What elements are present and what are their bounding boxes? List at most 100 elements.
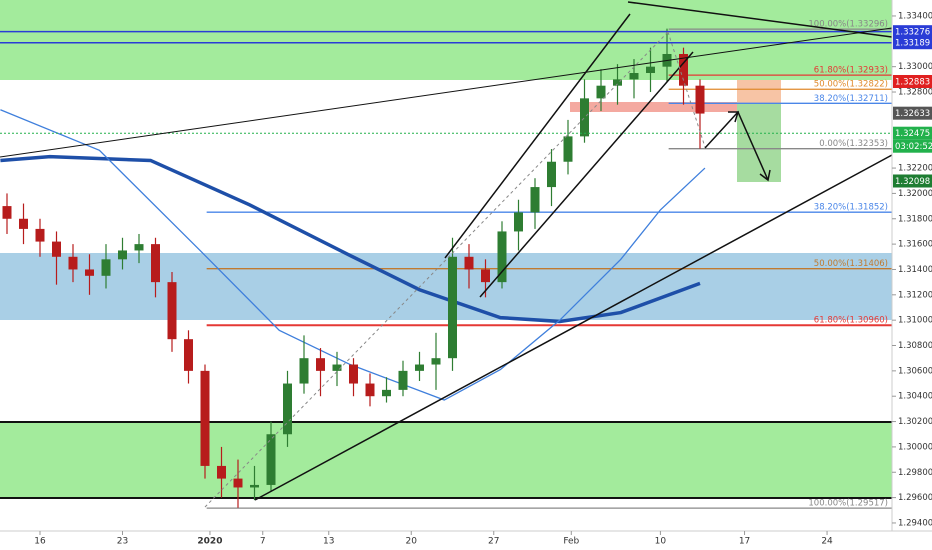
candle-body <box>464 256 474 270</box>
stop-box <box>737 80 781 104</box>
candle-body <box>315 358 325 371</box>
y-tick-label: 1.32800 <box>898 88 932 98</box>
fib-label: 0.00%(1.32353) <box>819 139 888 149</box>
candle-body <box>200 370 210 466</box>
candle-body <box>249 484 259 488</box>
candle-body <box>167 282 177 340</box>
candle-body <box>266 434 276 485</box>
candle-body <box>101 259 111 276</box>
candle-body <box>612 79 622 86</box>
y-tick-label: 1.30600 <box>898 366 932 376</box>
candle-body <box>150 244 160 283</box>
y-tick-label: 1.29600 <box>898 493 932 503</box>
target-box <box>737 104 781 182</box>
price-tag <box>893 74 932 88</box>
candle-body <box>365 383 375 397</box>
candle-body <box>695 85 705 114</box>
y-tick-label: 1.33400 <box>898 11 932 21</box>
candle-body <box>134 244 144 251</box>
candle-body <box>68 256 78 270</box>
countdown: 03:02:52 <box>895 142 932 152</box>
candle-body <box>18 218 28 229</box>
candle-body <box>183 339 193 371</box>
highlight-box <box>570 102 760 112</box>
x-tick-label: 23 <box>117 537 128 547</box>
candle-body <box>513 212 523 232</box>
candle-body <box>546 161 556 188</box>
price-tag-label: 1.32883 <box>895 77 930 87</box>
fib-connector <box>204 31 669 508</box>
y-tick-label: 1.30000 <box>898 442 932 452</box>
x-tick-label: 7 <box>260 537 266 547</box>
y-tick-label: 1.31800 <box>898 214 932 224</box>
y-tick-label: 1.31200 <box>898 290 932 300</box>
candle-body <box>332 364 342 371</box>
trend-line <box>0 27 893 158</box>
candle-body <box>530 187 540 213</box>
zone <box>0 0 892 80</box>
y-tick-label: 1.33000 <box>898 62 932 72</box>
candle-body <box>381 389 391 397</box>
channel-line <box>444 13 631 259</box>
candle-body <box>282 383 292 435</box>
x-tick-label: 2020 <box>197 537 222 547</box>
candle-body <box>414 364 424 371</box>
arrow-head <box>759 169 771 182</box>
candle-body <box>629 73 639 80</box>
zone <box>0 253 892 320</box>
moving-average <box>0 109 706 401</box>
x-tick-label: 16 <box>34 537 46 547</box>
price-tag-label: 1.32098 <box>895 177 930 187</box>
fib-label: 100.00%(1.33296) <box>808 20 888 30</box>
price-tag-label: 1.32633 <box>895 109 930 119</box>
candle-body <box>480 269 490 283</box>
candle-body <box>398 370 408 390</box>
price-axis <box>892 0 932 550</box>
x-tick-label: 17 <box>739 537 750 547</box>
candle-body <box>431 358 441 365</box>
candle-body <box>645 66 655 74</box>
candle-body <box>233 478 243 488</box>
channel-line <box>479 51 694 298</box>
plot: 100.00%(1.33296) 61.80%(1.32933) 50.00%(1.… <box>0 20 892 509</box>
price-tag-label: 1.33276 <box>895 28 930 38</box>
trend-line <box>627 1 893 38</box>
axes: 1.33400 1.33000 1.32800 1.32200 1.32000 1.318… <box>34 11 932 547</box>
price-tag <box>893 36 932 50</box>
fib-label: 50.00%(1.31406) <box>814 259 888 269</box>
price-tag-label: 1.32475 <box>895 129 930 139</box>
y-tick-label: 1.29800 <box>898 468 932 478</box>
fib-label: 100.00%(1.29517) <box>808 499 888 509</box>
x-tick-label: 24 <box>821 537 833 547</box>
candle-body <box>84 269 94 276</box>
y-tick-label: 1.29400 <box>898 518 932 528</box>
candle-body <box>447 256 457 359</box>
price-tag <box>893 25 932 39</box>
fib-label: 50.00%(1.32822) <box>814 80 888 90</box>
fib-label: 38.20%(1.31852) <box>814 203 888 213</box>
candle-body <box>348 364 358 384</box>
drawings <box>0 1 893 508</box>
y-tick-label: 1.32000 <box>898 189 932 199</box>
price-tag-label: 1.33189 <box>895 39 930 49</box>
y-tick-label: 1.30400 <box>898 392 932 402</box>
candle-body <box>117 250 127 260</box>
price-tag <box>893 126 932 140</box>
x-tick-label: Feb <box>563 537 579 547</box>
x-tick-label: 27 <box>488 537 499 547</box>
candle-body <box>678 53 688 86</box>
x-tick-label: 20 <box>406 537 418 547</box>
price-tag <box>893 106 932 120</box>
candle-body <box>497 231 507 283</box>
candle-body <box>563 136 573 162</box>
y-tick-label: 1.30800 <box>898 341 932 351</box>
candle-body <box>35 228 45 242</box>
candle-body <box>299 358 309 384</box>
candle-body <box>2 206 12 219</box>
candle-body <box>579 98 589 137</box>
y-tick-label: 1.32200 <box>898 164 932 174</box>
candle-body <box>51 241 61 257</box>
y-tick-label: 1.31000 <box>898 316 932 326</box>
